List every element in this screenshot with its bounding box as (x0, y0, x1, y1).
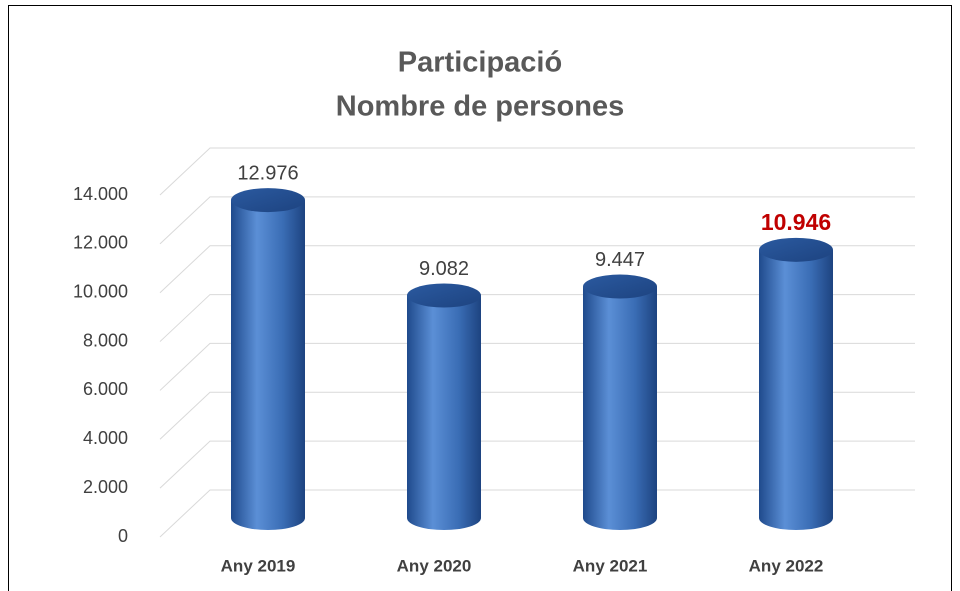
x-tick-label: Any 2020 (397, 556, 472, 575)
data-label: 10.946 (761, 209, 831, 235)
chart-title: Participació (398, 47, 562, 79)
x-tick-label: Any 2021 (573, 556, 648, 575)
x-tick-label: Any 2019 (221, 556, 296, 575)
bar (231, 188, 305, 530)
y-tick-label: 4.000 (83, 428, 128, 448)
y-tick-label: 2.000 (83, 477, 128, 497)
grid-line (159, 391, 915, 440)
grid-line (159, 489, 915, 538)
y-tick-label: 14.000 (73, 184, 128, 204)
grid-line (159, 196, 915, 245)
grid-line (159, 440, 915, 489)
bar (407, 283, 481, 530)
grid-line (159, 147, 915, 196)
bar (583, 274, 657, 530)
data-label: 9.447 (595, 249, 645, 271)
data-label: 9.082 (419, 258, 469, 280)
y-tick-label: 10.000 (73, 281, 128, 301)
frame (8, 5, 952, 591)
y-tick-label: 12.000 (73, 233, 128, 253)
y-tick-label: 6.000 (83, 379, 128, 399)
grid-line (159, 294, 915, 342)
y-tick-label: 8.000 (83, 330, 128, 350)
y-tick-label: 0 (118, 526, 128, 546)
bar (759, 237, 833, 530)
chart-title: Nombre de persones (336, 91, 624, 123)
grid-line (159, 342, 915, 391)
x-tick-label: Any 2022 (749, 556, 824, 575)
grid-line (159, 245, 915, 294)
data-label: 12.976 (237, 162, 298, 184)
